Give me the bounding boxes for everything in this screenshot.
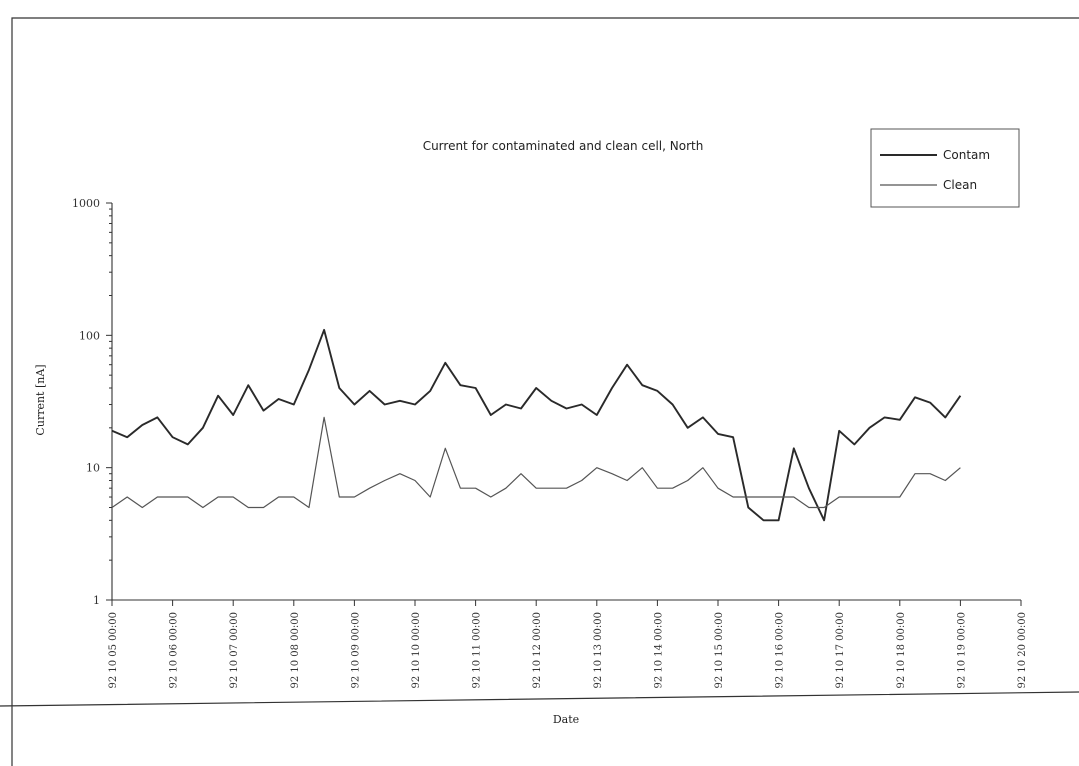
x-tick-label: 92 10 10 00:00	[411, 612, 422, 689]
y-tick-label: 1000	[72, 197, 100, 210]
legend-label-clean: Clean	[943, 178, 977, 192]
x-tick-label: 92 10 11 00:00	[472, 612, 483, 689]
legend-box	[870, 128, 1020, 208]
x-tick-label: 92 10 08 00:00	[290, 612, 301, 689]
x-tick-label: 92 10 06 00:00	[169, 612, 180, 689]
series-line-clean	[111, 416, 961, 509]
y-tick-label: 100	[79, 329, 100, 342]
x-tick-label: 92 10 09 00:00	[350, 612, 361, 689]
y-axis-title: Current [nA]	[34, 364, 47, 435]
x-ticks: 92 10 05 00:00 92 10 06 00:00 92 10 07 00:…	[108, 600, 1028, 689]
page-border	[0, 17, 1079, 766]
x-tick-label: 92 10 14 00:00	[653, 612, 664, 689]
x-tick-label: 92 10 20 00:00	[1017, 612, 1028, 689]
y-tick-label: 1	[93, 594, 100, 607]
x-tick-label: 92 10 05 00:00	[108, 612, 119, 689]
legend-label-contam: Contam	[943, 148, 990, 162]
x-tick-label: 92 10 17 00:00	[835, 612, 846, 689]
x-tick-label: 92 10 12 00:00	[532, 612, 543, 689]
x-tick-label: 92 10 18 00:00	[896, 612, 907, 689]
series-line-contam	[111, 328, 962, 522]
x-tick-label: 92 10 13 00:00	[593, 612, 604, 689]
y-tick-label: 10	[86, 462, 100, 475]
x-tick-label: 92 10 16 00:00	[775, 612, 786, 689]
x-tick-label: 92 10 15 00:00	[714, 612, 725, 689]
x-tick-label: 92 10 07 00:00	[229, 612, 240, 689]
chart-title: Current for contaminated and clean cell,…	[423, 139, 704, 153]
x-tick-label: 92 10 19 00:00	[956, 612, 967, 689]
plot-axes	[111, 203, 1021, 601]
series-layer	[111, 328, 962, 522]
y-ticks: 1 10 100 1000	[72, 197, 112, 607]
x-axis-title: Date	[553, 713, 579, 726]
legend: Contam Clean	[870, 128, 1020, 208]
